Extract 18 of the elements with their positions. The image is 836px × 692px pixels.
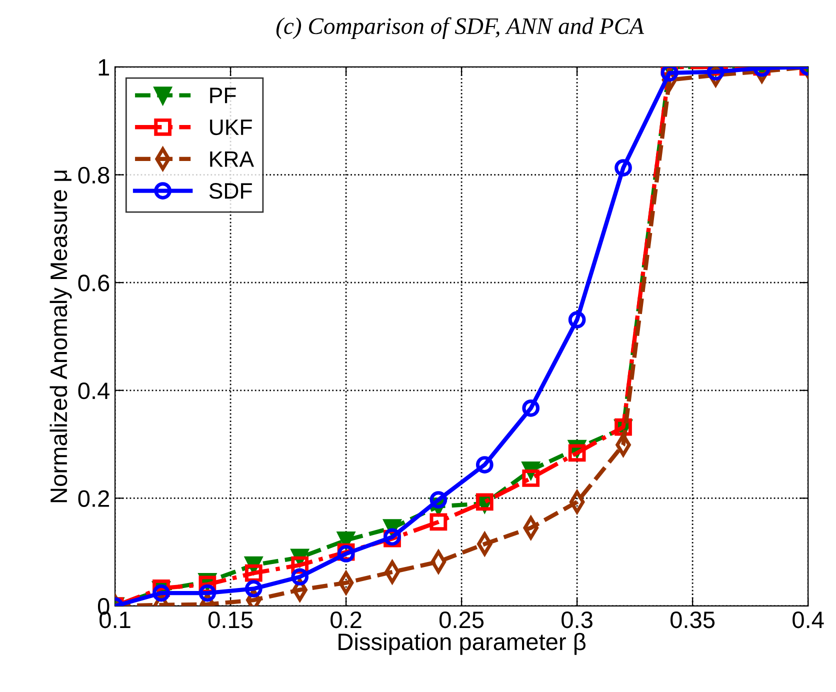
y-tick-label: 0.2 <box>78 490 109 507</box>
y-tick-label: 0.6 <box>78 274 110 292</box>
y-axis-title: Normalized Anomaly Measure μ <box>50 170 72 502</box>
x-tick-label: 0.25 <box>440 611 484 628</box>
legend-label: PF <box>210 88 236 104</box>
x-tick-label: 0.15 <box>208 611 253 628</box>
x-tick-label: 0.4 <box>792 611 824 628</box>
x-tick-label: 0.3 <box>562 611 592 628</box>
chart-title: (c) Comparison of SDF, ANN and PCA <box>276 17 644 39</box>
y-tick-label: 0.8 <box>78 166 110 184</box>
legend-label: SDF <box>209 183 252 199</box>
x-tick-label: 0.35 <box>670 611 715 628</box>
x-tick-label: 0.2 <box>330 611 362 628</box>
legend-label: UKF <box>210 120 252 136</box>
y-tick-label: 1 <box>98 59 110 76</box>
x-axis-title: Dissipation parameter β <box>338 632 586 655</box>
legend-label: KRA <box>210 151 254 167</box>
y-tick-label: 0.4 <box>78 382 110 400</box>
